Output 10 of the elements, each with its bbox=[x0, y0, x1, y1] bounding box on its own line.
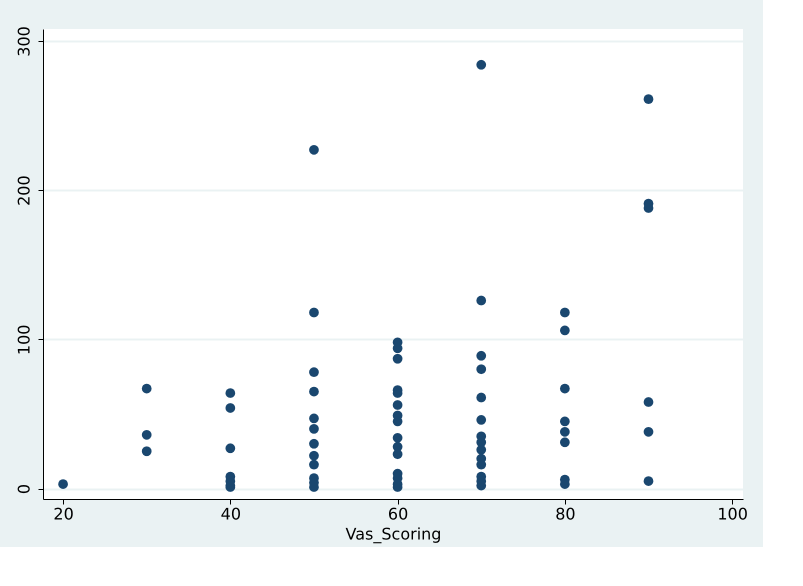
x-tick-label: 100 bbox=[717, 504, 748, 524]
x-tick-label: 60 bbox=[388, 504, 408, 524]
x-tick-label: 20 bbox=[53, 504, 74, 524]
x-tick-label: 40 bbox=[220, 504, 242, 524]
y-tick-label: 100 bbox=[14, 324, 34, 356]
x-axis-title: Vas_Scoring bbox=[346, 524, 442, 544]
x-tick-label: 80 bbox=[555, 504, 576, 524]
y-tick-label: 200 bbox=[14, 175, 34, 206]
y-tick-label: 300 bbox=[14, 26, 34, 57]
y-tick-label: 0 bbox=[14, 484, 34, 494]
